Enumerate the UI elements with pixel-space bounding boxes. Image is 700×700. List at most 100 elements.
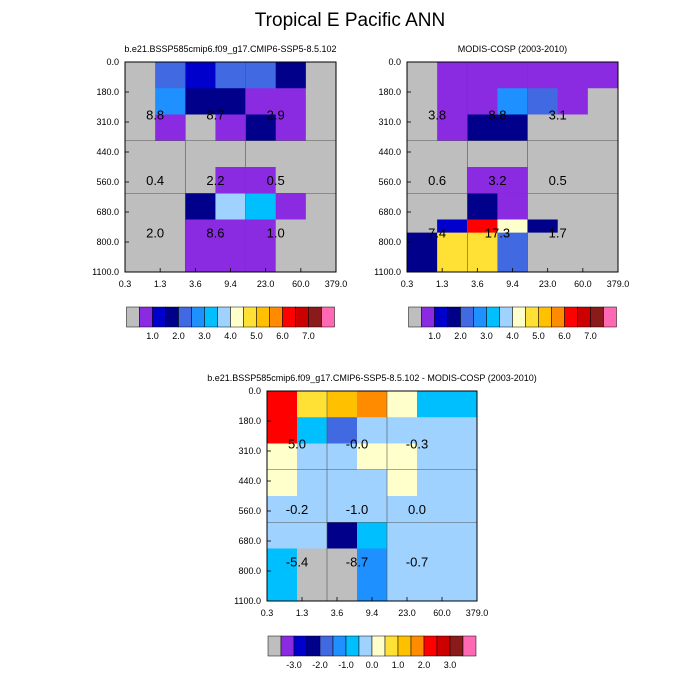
heatmap-cell xyxy=(245,219,277,247)
colorbar: 1.0 2.0 3.0 4.0 5.0 6.0 7.0 xyxy=(126,306,335,341)
heatmap-cell xyxy=(185,62,216,89)
colorbar-swatch xyxy=(308,306,322,328)
heatmap-cell xyxy=(447,522,478,549)
colorbar-label: 2.0 xyxy=(454,331,467,341)
heatmap-cell xyxy=(557,140,589,168)
heatmap-cell xyxy=(327,522,358,549)
colorbar-label: -3.0 xyxy=(286,660,302,670)
cell-value-label: 8.6 xyxy=(206,226,224,241)
colorbar: -3.0 -2.0 -1.0 0.0 1.0 2.0 3.0 xyxy=(267,635,477,670)
heatmap-cell xyxy=(387,548,418,576)
heatmap-panel-3: 0.3 1.3 3.6 9.4 23.0 60.0 379.0 0.0 180.0 310.0 44… xyxy=(207,373,537,670)
colorbar-swatch xyxy=(139,306,153,328)
x-tick-label: 379.0 xyxy=(607,279,630,289)
heatmap-cell xyxy=(297,417,328,444)
heatmap-cell xyxy=(467,232,498,273)
colorbar-swatch xyxy=(204,306,218,328)
colorbar-swatch xyxy=(267,635,282,657)
heatmap-cell xyxy=(437,167,468,194)
heatmap-cell xyxy=(437,193,468,220)
cell-value-label: 8.8 xyxy=(488,108,506,123)
y-tick-label: 560.0 xyxy=(378,177,401,187)
colorbar-swatch xyxy=(332,635,347,657)
heatmap-cell xyxy=(527,140,559,168)
heatmap-cell xyxy=(387,522,418,549)
heatmap-cell xyxy=(357,496,388,523)
colorbar-label: 7.0 xyxy=(302,331,315,341)
heatmap-cell xyxy=(587,62,619,89)
colorbar-swatch xyxy=(449,635,464,657)
heatmap-cell xyxy=(447,391,478,418)
heatmap-cell xyxy=(275,88,307,115)
x-tick-label: 60.0 xyxy=(292,279,310,289)
heatmap-cell xyxy=(447,548,478,576)
heatmap-cell xyxy=(275,140,307,168)
cell-value-label: -8.7 xyxy=(346,555,368,570)
x-tick-label: 379.0 xyxy=(325,279,348,289)
y-tick-label: 560.0 xyxy=(96,177,119,187)
heatmap-cell xyxy=(215,88,246,115)
heatmap-cell xyxy=(467,167,498,194)
heatmap-cell xyxy=(297,522,328,549)
heatmap-cell xyxy=(297,391,328,418)
y-tick-label: 310.0 xyxy=(378,117,401,127)
heatmap-cell xyxy=(267,522,298,549)
y-tick-label: 800.0 xyxy=(96,237,119,247)
colorbar-swatch xyxy=(564,306,578,328)
heatmap-cell xyxy=(497,62,528,89)
heatmap-cell xyxy=(587,232,619,273)
panel-title: b.e21.BSSP585cmip6.f09_g17.CMIP6-SSP5-8.… xyxy=(207,373,537,383)
heatmap-cell xyxy=(557,167,589,194)
heatmap-cell xyxy=(527,167,559,194)
y-tick-label: 310.0 xyxy=(238,446,261,456)
x-tick-label: 23.0 xyxy=(257,279,275,289)
heatmap-cell xyxy=(215,140,246,168)
y-tick-label: 1100.0 xyxy=(92,267,119,277)
heatmap-cell xyxy=(297,496,328,523)
colorbar-label: 4.0 xyxy=(224,331,237,341)
heatmap-cell xyxy=(275,245,307,273)
cell-value-label: -0.7 xyxy=(406,555,428,570)
heatmap-cell xyxy=(297,574,328,602)
y-tick-label: 0.0 xyxy=(106,57,119,67)
heatmap-cell xyxy=(587,193,619,220)
heatmap-cell xyxy=(587,88,619,115)
heatmap-cell xyxy=(407,114,438,142)
y-tick-label: 680.0 xyxy=(238,536,261,546)
colorbar-swatch xyxy=(282,306,296,328)
colorbar-swatch xyxy=(306,635,321,657)
colorbar-swatch xyxy=(319,635,334,657)
x-tick-label: 9.4 xyxy=(366,608,379,618)
heatmap-cell xyxy=(417,391,448,418)
cell-value-label: 0.0 xyxy=(408,502,426,517)
y-tick-label: 680.0 xyxy=(378,207,401,217)
x-tick-label: 1.3 xyxy=(154,279,167,289)
cell-value-label: -0.0 xyxy=(346,437,368,452)
colorbar-swatch xyxy=(358,635,373,657)
heatmap-cell xyxy=(407,140,438,168)
heatmap-cell xyxy=(417,522,448,549)
colorbar-swatch xyxy=(384,635,399,657)
cell-value-label: 8.8 xyxy=(146,108,164,123)
heatmap-cell xyxy=(497,167,528,194)
heatmap-cell xyxy=(125,114,156,142)
heatmap-cell xyxy=(357,417,388,444)
y-tick-label: 440.0 xyxy=(96,147,119,157)
heatmap-cell xyxy=(497,193,528,220)
cell-value-label: 1.7 xyxy=(549,226,567,241)
heatmap-cell xyxy=(437,62,468,89)
colorbar-label: 7.0 xyxy=(584,331,597,341)
heatmap-cell xyxy=(417,417,448,444)
colorbar-swatch xyxy=(243,306,257,328)
heatmap-cell xyxy=(185,245,216,273)
y-tick-label: 180.0 xyxy=(96,87,119,97)
heatmap-cell xyxy=(185,140,216,168)
heatmap-cell xyxy=(447,574,478,602)
colorbar-swatch xyxy=(269,306,283,328)
heatmap-cell xyxy=(327,496,358,523)
heatmap-cell xyxy=(125,88,156,115)
heatmap-cell xyxy=(357,522,388,549)
heatmap-cell xyxy=(267,548,298,576)
y-tick-label: 440.0 xyxy=(378,147,401,157)
